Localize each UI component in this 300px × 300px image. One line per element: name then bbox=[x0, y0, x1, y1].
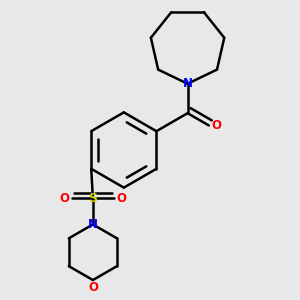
Text: O: O bbox=[211, 119, 221, 132]
Text: N: N bbox=[88, 218, 98, 231]
Text: S: S bbox=[88, 192, 98, 205]
Text: O: O bbox=[116, 192, 126, 205]
Text: O: O bbox=[59, 192, 69, 205]
Text: N: N bbox=[183, 77, 193, 90]
Text: O: O bbox=[88, 281, 98, 294]
